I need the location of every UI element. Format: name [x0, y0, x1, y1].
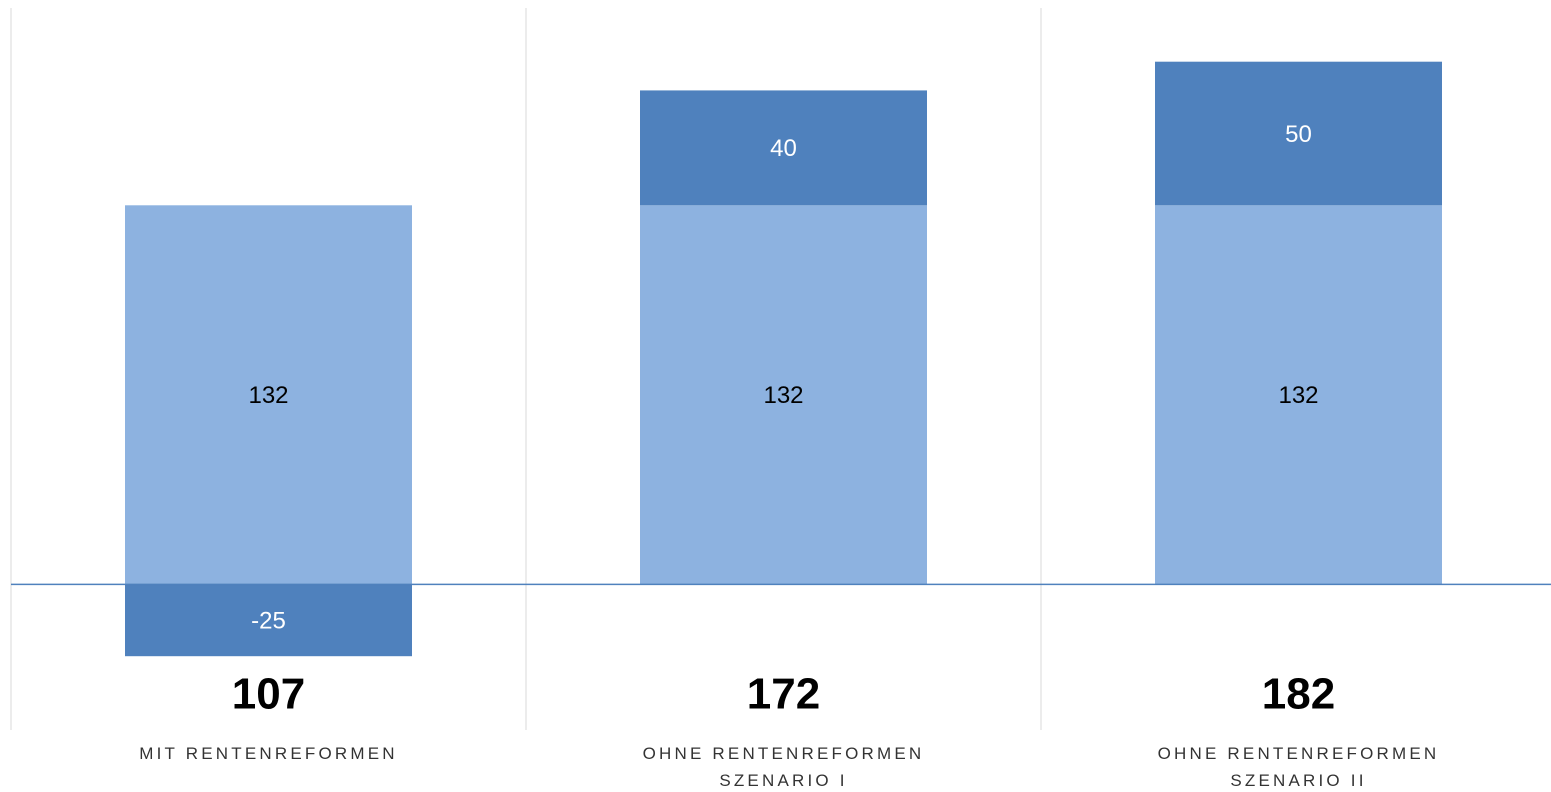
total-label: 172 [747, 670, 820, 719]
total-label: 107 [232, 670, 305, 719]
bar-segment [640, 90, 927, 206]
category-label: OHNE RENTENREFORMEN SZENARIO II [1157, 744, 1440, 790]
bar-segment [640, 205, 927, 585]
value-label: 132 [248, 382, 288, 409]
bar-segment [1155, 61, 1442, 206]
category-label: MIT RENTENREFORMEN [139, 744, 398, 763]
value-label: -25 [251, 608, 286, 635]
bar-segment [125, 584, 412, 657]
total-label: 182 [1262, 670, 1335, 719]
bar-segment [125, 205, 412, 585]
value-label: 50 [1285, 121, 1312, 148]
category-label: OHNE RENTENREFORMEN SZENARIO I [642, 744, 925, 790]
value-label: 132 [763, 382, 803, 409]
value-label: 132 [1278, 382, 1318, 409]
value-label: 40 [770, 135, 797, 162]
bar-segment [1155, 205, 1442, 585]
